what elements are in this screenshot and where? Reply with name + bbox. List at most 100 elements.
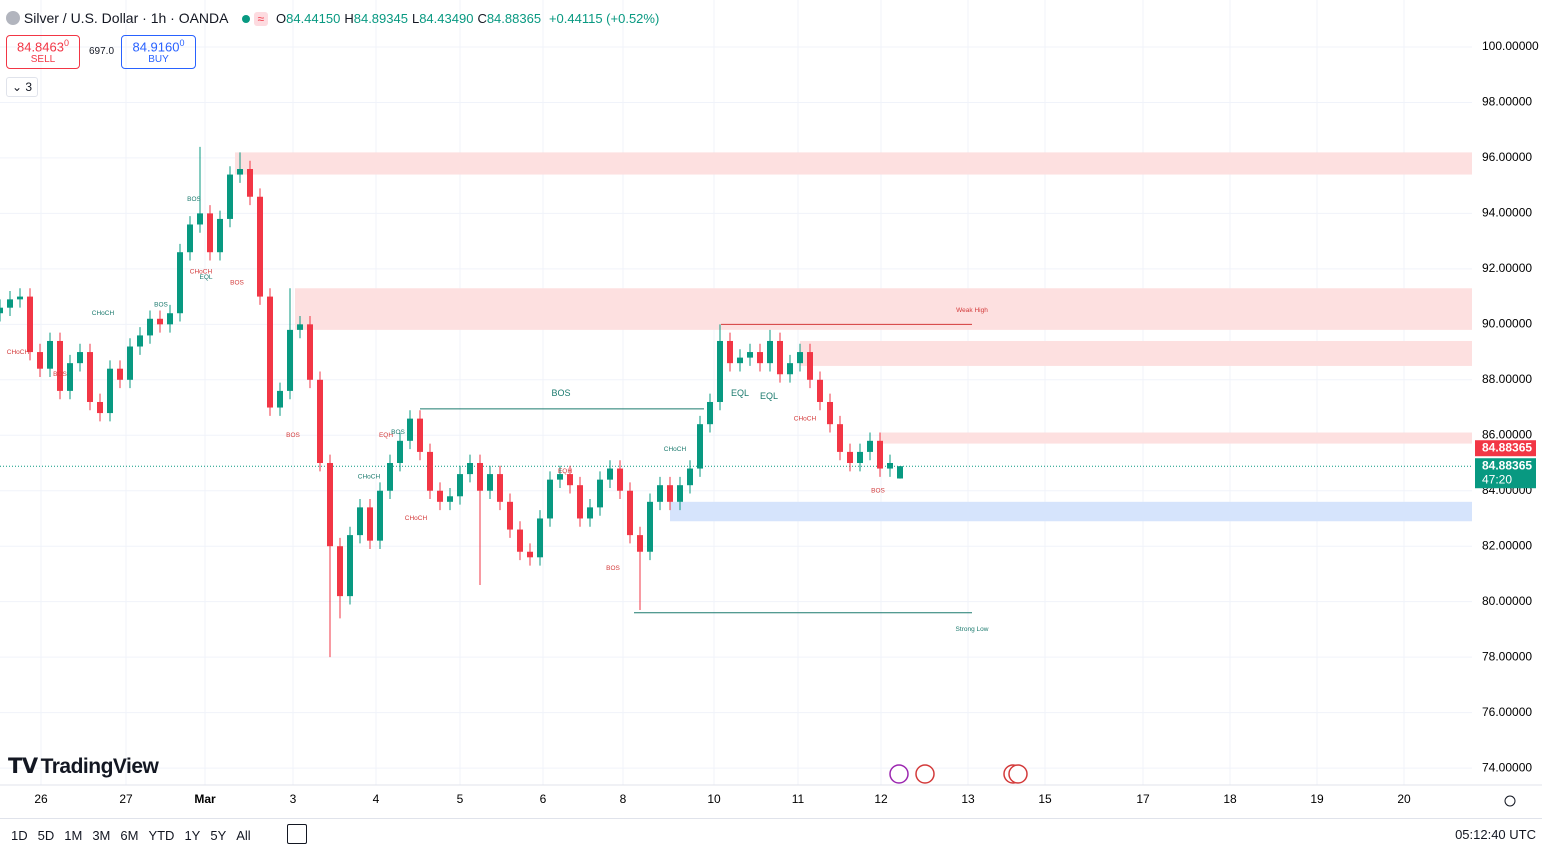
annotation: BOS (187, 196, 201, 203)
candle-body (837, 424, 843, 452)
y-tick-label: 98.00000 (1482, 95, 1532, 109)
buy-button[interactable]: 84.91600 BUY (121, 35, 196, 69)
annotation: CHoCH (190, 268, 213, 275)
annotation: BOS (871, 487, 885, 494)
range-button[interactable]: 3M (92, 828, 111, 843)
candle-body (577, 485, 583, 519)
price-tag (1475, 440, 1536, 457)
ohlc-value: 84.88365 (486, 11, 542, 26)
x-tick-label: 27 (119, 792, 133, 806)
sell-price-sup: 0 (63, 38, 69, 48)
candle-body (387, 462, 393, 491)
toolbar-divider (0, 818, 1542, 819)
candle-body (17, 296, 23, 300)
y-tick-label: 74.00000 (1482, 760, 1532, 774)
candle-body (247, 169, 253, 197)
candle-body (567, 474, 573, 486)
candle-body (427, 451, 433, 491)
candle-body (57, 340, 63, 391)
candle-body (287, 329, 293, 391)
indicator-count: 3 (25, 80, 33, 94)
date-range-icon[interactable] (287, 824, 307, 844)
candle-body (747, 352, 753, 358)
candle-body (797, 352, 803, 364)
y-tick-label: 88.00000 (1482, 372, 1532, 386)
symbol-header: Silver / U.S. Dollar · 1h · OANDA ≈ O84.… (6, 10, 659, 26)
candle-body (617, 468, 623, 491)
candle-body (417, 418, 423, 452)
x-tick-label: 19 (1310, 792, 1324, 806)
candle-body (127, 346, 133, 380)
annotation: BOS (606, 565, 620, 572)
candle-body (347, 535, 353, 597)
ohlc-value: 84.44150 (286, 11, 341, 26)
sell-button[interactable]: 84.84630 SELL (6, 35, 80, 69)
annotation: BOS (53, 371, 67, 378)
candle-body (47, 340, 53, 369)
plot-background (0, 0, 1542, 820)
candle-body (737, 357, 743, 364)
candle-body (357, 507, 363, 536)
candle-body (597, 479, 603, 508)
candle-body (757, 352, 763, 364)
status-badge: ≈ (253, 12, 269, 26)
range-button[interactable]: 1D (11, 828, 28, 843)
ohlc: O84.44150 H84.89345 L84.43490 C84.88365 (276, 11, 545, 26)
candle-body (627, 490, 633, 536)
candle-body (467, 462, 473, 475)
candle-body (667, 485, 673, 502)
range-button[interactable]: 1Y (184, 828, 201, 843)
spread: 697.0 (89, 46, 115, 57)
candle-body (37, 352, 43, 369)
range-button[interactable]: 5D (37, 828, 55, 843)
y-tick-label: 100.00000 (1482, 39, 1539, 53)
x-tick-label: 8 (620, 792, 627, 806)
candle-body (717, 340, 723, 402)
range-button[interactable]: YTD (148, 828, 175, 843)
annotation: BOS (551, 388, 570, 398)
buy-label: BUY (148, 54, 169, 66)
x-tick-label: 6 (540, 792, 547, 806)
symbol-title[interactable]: Silver / U.S. Dollar · 1h · OANDA (23, 10, 228, 26)
annotation: BOS (230, 279, 244, 286)
range-button[interactable]: 6M (120, 828, 139, 843)
clock: 05:12:40 UTC (1455, 827, 1536, 842)
range-button[interactable]: 1M (64, 828, 83, 843)
candle-body (537, 518, 543, 558)
indicator-toggle[interactable]: ⌄ 3 (6, 77, 38, 97)
annotation: Strong Low (956, 626, 989, 633)
y-tick-label: 82.00000 (1482, 538, 1532, 552)
annotation: CHoCH (7, 349, 30, 356)
range-button[interactable]: All (236, 828, 251, 843)
buy-price-sup: 0 (179, 38, 185, 48)
candle-body (217, 218, 223, 253)
candle-body (517, 529, 523, 552)
annotation: EQL (199, 274, 212, 281)
price-tag (1475, 458, 1536, 489)
candle-body (337, 546, 343, 597)
zone (670, 501, 1472, 522)
x-tick-label: 13 (961, 792, 975, 806)
candle-body (137, 335, 143, 347)
annotation: BOS (154, 302, 168, 309)
countdown: 47:20 (1482, 472, 1512, 486)
annotation: CHoCH (358, 474, 381, 481)
ohlc-label: L (411, 11, 420, 26)
status-dot (241, 15, 250, 23)
sell-label: SELL (30, 54, 56, 66)
y-tick-label: 76.00000 (1482, 705, 1532, 719)
brand: 𝗧𝗩 TradingView (8, 754, 159, 779)
price-tag-label: 84.88365 (1482, 440, 1532, 454)
event-icon (1008, 764, 1028, 784)
candle-body (587, 507, 593, 519)
y-tick-label: 94.00000 (1482, 206, 1532, 220)
range-button[interactable]: 5Y (210, 828, 227, 843)
ohlc-label: H (344, 11, 354, 26)
settings-icon (1504, 795, 1516, 807)
x-tick-label: 4 (373, 792, 380, 806)
x-tick-label: 10 (707, 792, 721, 806)
x-tick-label: 15 (1038, 792, 1052, 806)
candle-body (897, 466, 903, 479)
candle-body (117, 368, 123, 380)
